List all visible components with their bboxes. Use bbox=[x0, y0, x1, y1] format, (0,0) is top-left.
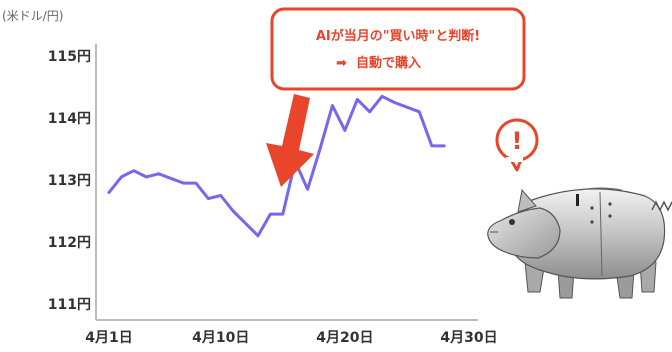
series-point bbox=[381, 95, 383, 98]
series-point bbox=[418, 111, 421, 113]
series-point bbox=[331, 104, 334, 107]
series-point bbox=[232, 210, 234, 212]
series-point bbox=[356, 98, 359, 101]
series-point bbox=[281, 213, 284, 215]
series-point bbox=[430, 145, 433, 147]
callout-box bbox=[270, 7, 526, 91]
series-point bbox=[319, 148, 321, 150]
y-tick-label: 114円 bbox=[48, 111, 91, 127]
ai-callout: AIが当月の"買い時"と判断! ➡ 自動で購入 bbox=[270, 7, 526, 91]
x-tick-group: 4月1日 4月10日 4月20日 4月30日 bbox=[85, 330, 497, 346]
series-point bbox=[207, 197, 210, 200]
series-point bbox=[182, 182, 185, 184]
y-tick-label: 115円 bbox=[48, 49, 91, 65]
series-point bbox=[393, 101, 396, 104]
price-series-line bbox=[107, 94, 446, 238]
series-point bbox=[368, 111, 371, 113]
series-point bbox=[443, 145, 445, 147]
callout-arrow-icon: ➡ bbox=[336, 56, 347, 71]
series-point bbox=[219, 194, 222, 197]
series-point bbox=[108, 191, 110, 194]
series-point bbox=[195, 182, 197, 184]
callout-line1: AIが当月の"買い時"と判断! bbox=[316, 28, 480, 44]
series-point bbox=[244, 222, 247, 225]
series-point bbox=[257, 235, 259, 237]
series-point bbox=[133, 169, 135, 172]
x-tick-label: 4月30日 bbox=[440, 330, 497, 346]
y-tick-label: 111円 bbox=[48, 297, 91, 313]
robot-pig-icon bbox=[487, 187, 672, 299]
unit-label: (米ドル/円) bbox=[2, 9, 63, 23]
buy-signal-arrow bbox=[266, 94, 314, 187]
callout-line2: 自動で購入 bbox=[356, 55, 421, 71]
series-point bbox=[120, 176, 123, 178]
y-tick-label: 112円 bbox=[48, 235, 91, 251]
series-point bbox=[344, 129, 346, 132]
series-point bbox=[269, 213, 272, 215]
y-tick-group: 115円 114円 113円 112円 111円 bbox=[48, 49, 91, 313]
series-point bbox=[145, 176, 148, 178]
price-series-points bbox=[108, 95, 445, 237]
x-tick-label: 4月1日 bbox=[85, 330, 132, 346]
x-tick-label: 4月10日 bbox=[192, 330, 249, 346]
alert-bubble: ! bbox=[495, 118, 539, 172]
series-point bbox=[306, 188, 309, 191]
exclamation-icon: ! bbox=[512, 127, 523, 155]
series-point bbox=[157, 173, 160, 175]
x-tick-label: 4月20日 bbox=[316, 330, 373, 346]
y-tick-label: 113円 bbox=[48, 173, 91, 189]
